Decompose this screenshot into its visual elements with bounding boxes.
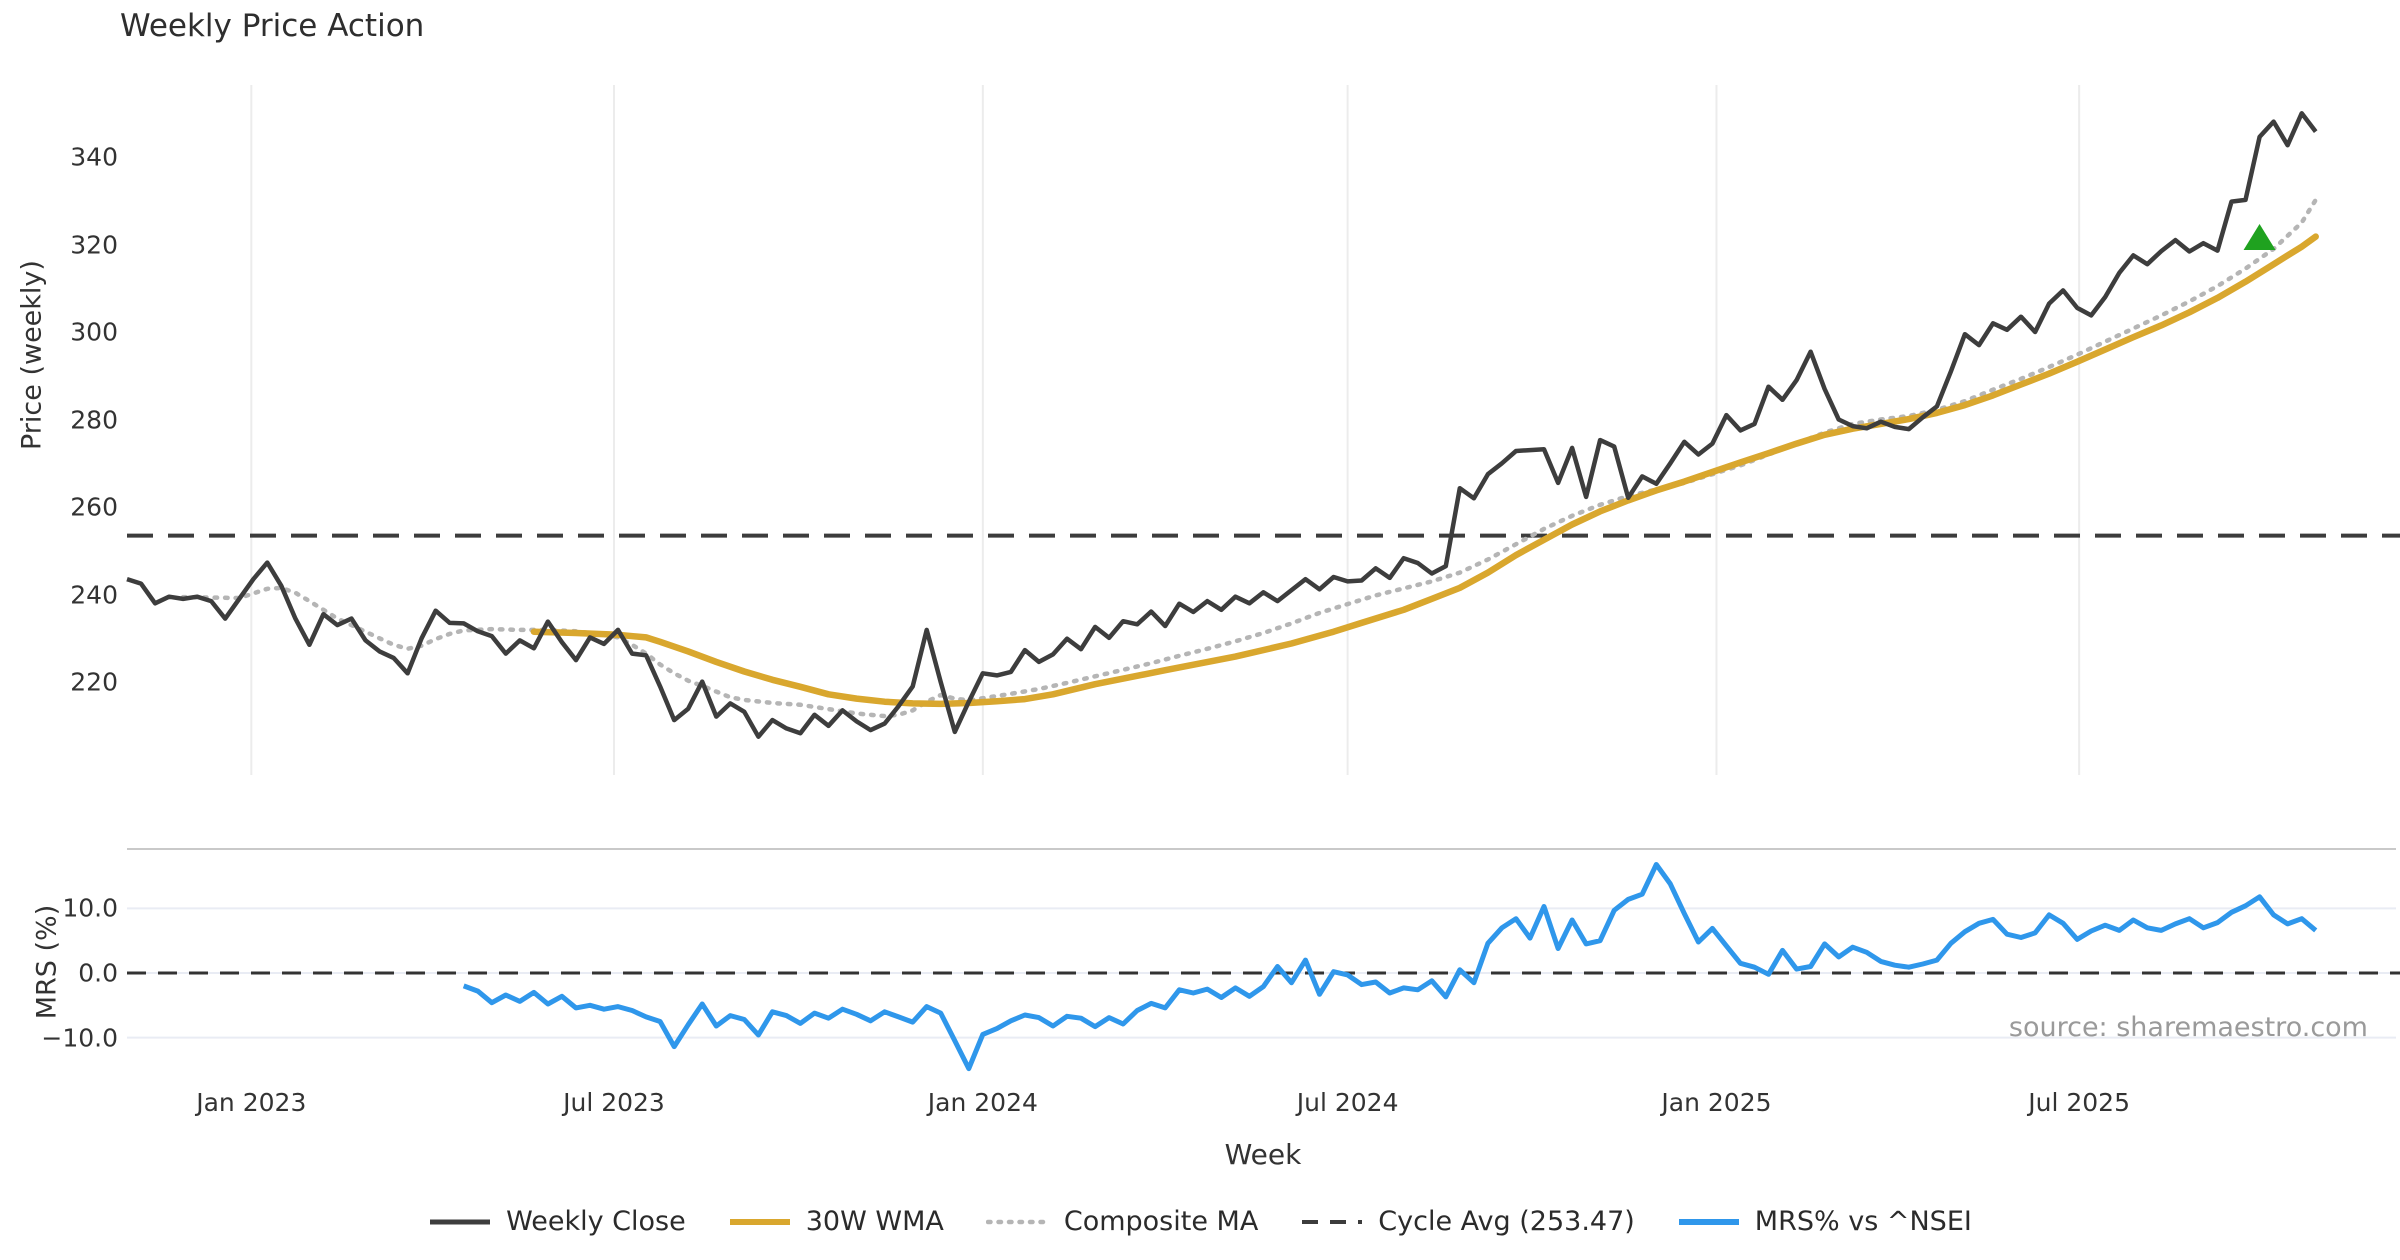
legend-swatch-icon bbox=[430, 1219, 491, 1224]
legend-label: Weekly Close bbox=[506, 1206, 686, 1237]
x-tick-Jan-2024: Jan 2024 bbox=[927, 1088, 1038, 1117]
legend-swatch-icon bbox=[729, 1218, 790, 1225]
legend-swatch-icon bbox=[1302, 1219, 1363, 1224]
mrs-tick-0: 0.0 bbox=[78, 958, 118, 988]
price-tick-240: 240 bbox=[70, 580, 118, 609]
composite-ma-line bbox=[180, 197, 2318, 719]
legend-label: Cycle Avg (253.47) bbox=[1378, 1206, 1635, 1237]
buy-signal-triangle-icon bbox=[2243, 223, 2276, 250]
legend-item-weekly-close: Weekly Close bbox=[428, 1206, 686, 1237]
x-tick-Jan-2025: Jan 2025 bbox=[1661, 1088, 1772, 1117]
legend-item-mrs-vs-nsei: MRS% vs ^NSEI bbox=[1677, 1206, 1972, 1237]
legend-swatch-icon bbox=[985, 1219, 1050, 1224]
mrs-tick-10: 10.0 bbox=[62, 893, 118, 923]
wma-30w-line bbox=[530, 233, 2319, 708]
legend-label: Composite MA bbox=[1063, 1206, 1259, 1237]
price-tick-320: 320 bbox=[70, 230, 118, 259]
chart-legend: Weekly Close 30W WMA Composite MA Cycle Avg… bbox=[0, 1206, 2400, 1237]
weekly-close-line bbox=[126, 111, 2318, 739]
chart-title: Weekly Price Action bbox=[120, 8, 425, 44]
price-tick-220: 220 bbox=[70, 667, 118, 697]
price-tick-280: 280 bbox=[70, 405, 118, 434]
x-tick-Jul-2023: Jul 2023 bbox=[563, 1088, 665, 1117]
mrs-line bbox=[462, 862, 2318, 1072]
x-tick-Jul-2025: Jul 2025 bbox=[2028, 1088, 2130, 1117]
mrs-tick--10: −10.0 bbox=[41, 1023, 118, 1053]
price-tick-340: 340 bbox=[70, 142, 118, 172]
x-axis-label: Week bbox=[1224, 1138, 1302, 1171]
legend-item-composite-ma: Composite MA bbox=[985, 1206, 1259, 1237]
source-attribution: source: sharemaestro.com bbox=[2008, 1012, 2368, 1043]
legend-item-30w-wma: 30W WMA bbox=[728, 1206, 944, 1237]
x-tick-Jul-2024: Jul 2024 bbox=[1296, 1088, 1399, 1117]
x-tick-Jan-2023: Jan 2023 bbox=[196, 1088, 307, 1117]
legend-label: 30W WMA bbox=[805, 1206, 944, 1237]
price-tick-260: 260 bbox=[70, 492, 118, 522]
legend-item-cycle-avg-253-47-: Cycle Avg (253.47) bbox=[1300, 1206, 1635, 1237]
legend-label: MRS% vs ^NSEI bbox=[1754, 1206, 1972, 1237]
legend-swatch-icon bbox=[1678, 1218, 1739, 1225]
price-tick-300: 300 bbox=[70, 317, 118, 347]
